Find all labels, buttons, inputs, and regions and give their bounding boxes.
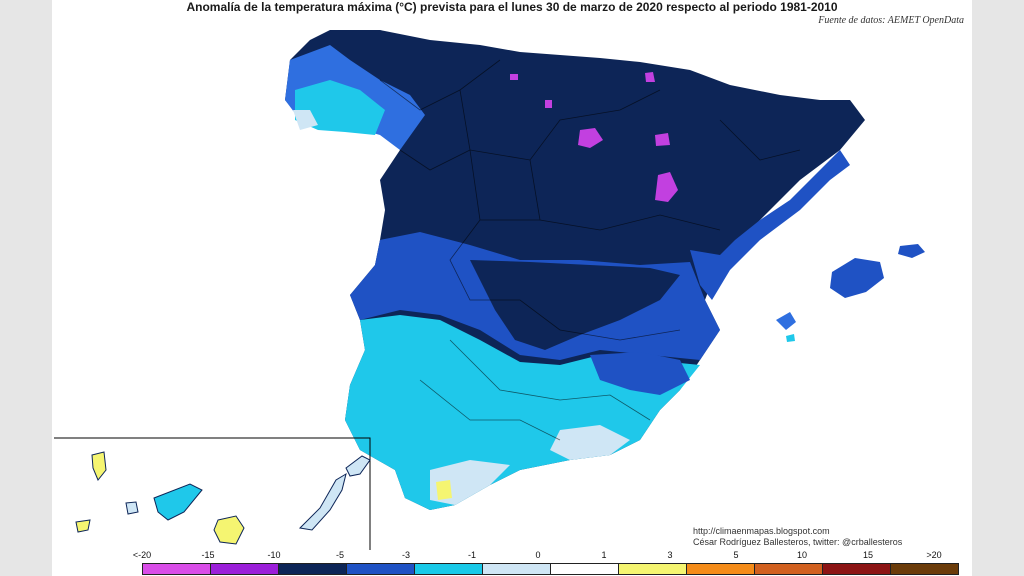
legend-label: -5: [335, 550, 345, 560]
menorca: [898, 244, 925, 258]
legend-label: 0: [535, 550, 541, 560]
la-palma: [91, 451, 107, 481]
legend-swatch: [278, 563, 347, 575]
blog-url[interactable]: http://climaenmapas.blogspot.com: [693, 526, 830, 536]
fuerteventura: [298, 472, 347, 531]
legend-swatch: [142, 563, 211, 575]
legend-swatches: [142, 563, 959, 575]
legend-label: -15: [201, 550, 215, 560]
la-gomera: [125, 501, 139, 515]
galicia-cyan: [295, 80, 385, 135]
color-legend: <-20 -15 -10 -5 -3 -1 0 1 3 5 10 15 >20: [133, 550, 959, 575]
data-source: Fuente de datos: AEMET OpenData: [818, 15, 964, 26]
legend-swatch: [482, 563, 551, 575]
purple-spot-1: [578, 128, 603, 148]
legend-swatch: [618, 563, 687, 575]
purple-spot-6: [545, 100, 552, 108]
legend-label: 15: [862, 550, 874, 560]
legend-swatch: [210, 563, 279, 575]
andalusia-yellow: [436, 480, 452, 500]
author-credit: César Rodríguez Ballesteros, twitter: @c…: [693, 537, 903, 547]
mallorca: [830, 258, 884, 298]
legend-label: <-20: [132, 550, 152, 560]
formentera: [786, 334, 795, 342]
galicia-pale: [293, 110, 318, 130]
legend-swatch: [822, 563, 891, 575]
canary-inset-border: [54, 437, 371, 550]
legend-swatch: [550, 563, 619, 575]
purple-spot-3: [655, 172, 678, 202]
credits: http://climaenmapas.blogspot.com César R…: [693, 526, 902, 548]
navy-intrusion: [470, 260, 680, 350]
south-pale-zone: [550, 425, 630, 460]
legend-label: -10: [267, 550, 281, 560]
legend-swatch: [414, 563, 483, 575]
region-borders: [379, 59, 801, 441]
legend-label: 10: [796, 550, 808, 560]
purple-spot-5: [510, 74, 518, 80]
tenerife: [153, 483, 203, 521]
legend-swatch: [686, 563, 755, 575]
el-hierro: [75, 519, 91, 533]
legend-label: >20: [926, 550, 942, 560]
map-title: Anomalía de la temperatura máxima (°C) p…: [186, 0, 838, 14]
legend-label: 5: [733, 550, 739, 560]
legend-label: -1: [467, 550, 477, 560]
legend-label: 1: [601, 550, 607, 560]
legend-label: -3: [401, 550, 411, 560]
east-coast-blue: [690, 150, 850, 300]
purple-spot-2: [655, 133, 670, 146]
legend-swatch: [754, 563, 823, 575]
legend-swatch: [890, 563, 959, 575]
legend-swatch: [346, 563, 415, 575]
legend-label: 3: [667, 550, 673, 560]
right-margin: [972, 0, 1024, 576]
left-margin: [0, 0, 52, 576]
south-blue-patches: [590, 352, 690, 395]
gran-canaria: [213, 515, 245, 545]
purple-spot-4: [645, 72, 655, 82]
lanzarote: [345, 455, 371, 477]
legend-labels: <-20 -15 -10 -5 -3 -1 0 1 3 5 10 15 >20: [133, 550, 954, 562]
ibiza: [776, 312, 796, 330]
